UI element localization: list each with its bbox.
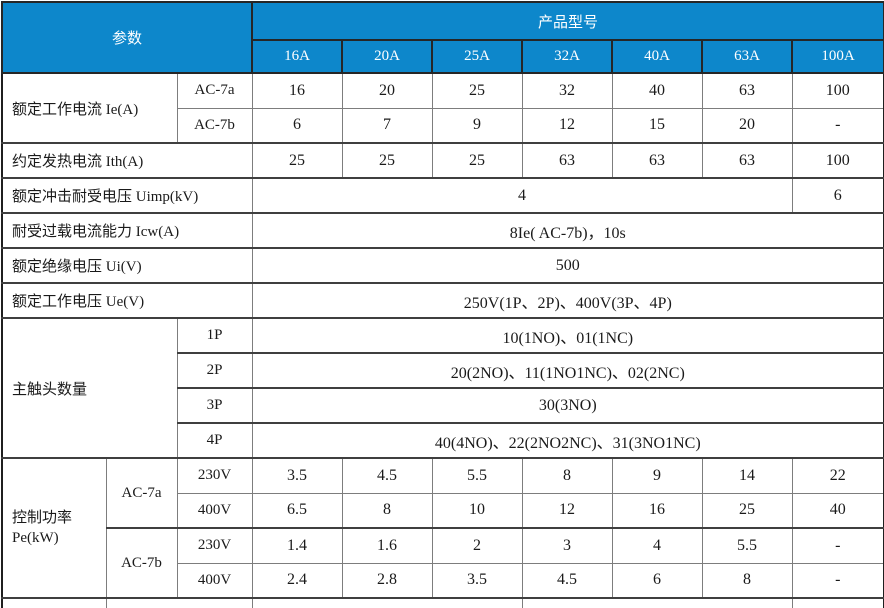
row-label-working-voltage: 额定工作电压 Ue(V) — [1, 282, 253, 319]
sub-label-ac7a: AC-7a — [176, 72, 253, 109]
row-label-control-power: 控制功率 Pe(kW) — [1, 457, 107, 599]
value-cell: 63 — [701, 72, 793, 109]
value-cell: 9 — [611, 457, 703, 494]
value-cell: 20(2NO)、11(1NO1NC)、02(2NC) — [251, 352, 884, 389]
value-cell: 30(3NO) — [251, 387, 884, 424]
value-cell: 4.5 — [521, 562, 613, 599]
value-cell: 7 — [341, 107, 433, 144]
value-cell: 3.5 — [431, 562, 523, 599]
value-cell: 40(4NO)、22(2NO2NC)、31(3NO1NC) — [251, 422, 884, 459]
cutoff-row-cell — [105, 597, 253, 608]
sub-label-230v: 230V — [176, 527, 253, 564]
row-label-rated-current: 额定工作电流 Ie(A) — [1, 72, 178, 144]
value-cell: 14 — [701, 457, 793, 494]
value-cell: 20 — [701, 107, 793, 144]
size-header-20a: 20A — [341, 39, 434, 74]
sub-label-3p: 3P — [176, 387, 253, 424]
size-header-25a: 25A — [431, 39, 524, 74]
value-cell: 6 — [611, 562, 703, 599]
sub-label-400v: 400V — [176, 492, 253, 529]
value-cell: 9 — [431, 107, 523, 144]
value-cell: 15 — [611, 107, 703, 144]
value-cell: 8Ie( AC-7b)，10s — [251, 212, 884, 249]
value-cell: 25 — [341, 142, 433, 179]
value-cell: 40 — [611, 72, 703, 109]
value-cell: 100 — [791, 142, 884, 179]
value-cell: 16 — [251, 72, 343, 109]
size-header-32a: 32A — [521, 39, 614, 74]
sub-label-pe-ac7b: AC-7b — [105, 527, 178, 599]
sub-label-230v: 230V — [176, 457, 253, 494]
value-cell: 20 — [341, 72, 433, 109]
cutoff-row-cell — [1, 597, 107, 608]
value-cell: 32 — [521, 72, 613, 109]
sub-label-pe-ac7a: AC-7a — [105, 457, 178, 529]
value-cell: 1.4 — [251, 527, 343, 564]
sub-label-2p: 2P — [176, 352, 253, 389]
header-param: 参数 — [0, 1, 254, 74]
value-cell: 4 — [251, 177, 793, 214]
row-label-overload-capacity: 耐受过载电流能力 Icw(A) — [1, 212, 253, 249]
value-cell: 5.5 — [431, 457, 523, 494]
value-cell: 2 — [431, 527, 523, 564]
size-header-63a: 63A — [701, 39, 794, 74]
value-cell: 250V(1P、2P)、400V(3P、4P) — [251, 282, 884, 319]
value-cell: 63 — [521, 142, 613, 179]
value-cell: 4 — [611, 527, 703, 564]
value-cell: 25 — [701, 492, 793, 529]
value-cell: - — [791, 107, 884, 144]
value-cell: 100 — [791, 72, 884, 109]
value-cell: 25 — [251, 142, 343, 179]
control-power-label-line1: 控制功率 — [12, 509, 73, 526]
sub-label-ac7b: AC-7b — [176, 107, 253, 144]
value-cell: 22 — [791, 457, 884, 494]
size-header-40a: 40A — [611, 39, 704, 74]
value-cell: 12 — [521, 107, 613, 144]
size-header-100a: 100A — [791, 39, 884, 74]
value-cell: 3.5 — [251, 457, 343, 494]
size-header-16a: 16A — [251, 39, 344, 74]
value-cell: 16 — [611, 492, 703, 529]
cutoff-row-cell — [251, 597, 523, 608]
sub-label-400v: 400V — [176, 562, 253, 599]
cutoff-row-cell — [521, 597, 793, 608]
value-cell: 2.4 — [251, 562, 343, 599]
value-cell: 500 — [251, 247, 884, 284]
row-label-insulation-voltage: 额定绝缘电压 Ui(V) — [1, 247, 253, 284]
value-cell: 2.8 — [341, 562, 433, 599]
value-cell: 6 — [251, 107, 343, 144]
value-cell: 63 — [611, 142, 703, 179]
sub-label-1p: 1P — [176, 317, 253, 354]
value-cell: - — [791, 527, 884, 564]
value-cell: 4.5 — [341, 457, 433, 494]
value-cell: 25 — [431, 142, 523, 179]
value-cell: 10(1NO)、01(1NC) — [251, 317, 884, 354]
value-cell: 5.5 — [701, 527, 793, 564]
value-cell: - — [791, 562, 884, 599]
value-cell: 6 — [791, 177, 884, 214]
row-label-thermal-current: 约定发热电流 Ith(A) — [1, 142, 253, 179]
value-cell: 1.6 — [341, 527, 433, 564]
value-cell: 8 — [701, 562, 793, 599]
control-power-label-line2: Pe(kW) — [12, 530, 59, 546]
value-cell: 40 — [791, 492, 884, 529]
value-cell: 6.5 — [251, 492, 343, 529]
value-cell: 10 — [431, 492, 523, 529]
value-cell: 8 — [521, 457, 613, 494]
value-cell: 3 — [521, 527, 613, 564]
row-label-impulse-voltage: 额定冲击耐受电压 Uimp(kV) — [1, 177, 253, 214]
row-label-main-contacts: 主触头数量 — [1, 317, 178, 459]
header-product-model: 产品型号 — [251, 1, 884, 41]
cutoff-row-cell — [791, 597, 884, 608]
sub-label-4p: 4P — [176, 422, 253, 459]
value-cell: 63 — [701, 142, 793, 179]
value-cell: 25 — [431, 72, 523, 109]
value-cell: 8 — [341, 492, 433, 529]
value-cell: 12 — [521, 492, 613, 529]
